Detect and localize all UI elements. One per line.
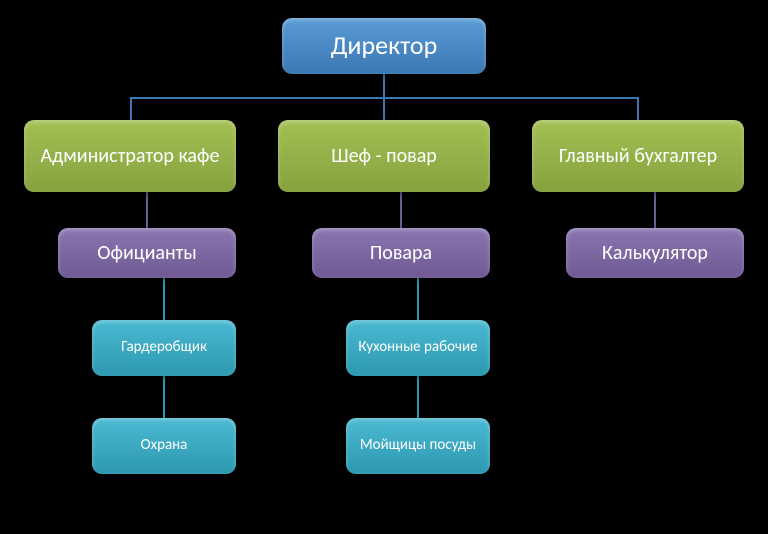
node-admin: Администратор кафе — [24, 120, 236, 192]
node-label: Директор — [331, 31, 438, 61]
node-cooks: Повара — [312, 228, 490, 278]
connector-waiters-cloak — [163, 278, 165, 320]
node-label: Калькулятор — [602, 242, 708, 265]
node-label: Мойщицы посуды — [360, 437, 476, 454]
node-calc: Калькулятор — [566, 228, 744, 278]
node-label: Кухонные рабочие — [358, 339, 477, 356]
connector-cloak-guard — [163, 376, 165, 418]
node-waiters: Официанты — [58, 228, 236, 278]
node-cloak: Гардеробщик — [92, 320, 236, 376]
connector-kitchen-dish — [417, 376, 419, 418]
node-guard: Охрана — [92, 418, 236, 474]
node-chef: Шеф - повар — [278, 120, 490, 192]
connector-to-chef — [383, 97, 385, 120]
connector-to-admin — [130, 97, 132, 120]
node-label: Шеф - повар — [331, 145, 437, 168]
node-kitchen: Кухонные рабочие — [346, 320, 490, 376]
connector-to-accountant — [637, 97, 639, 120]
node-dish: Мойщицы посуды — [346, 418, 490, 474]
connector-director-stub — [383, 74, 385, 97]
node-label: Официанты — [97, 242, 197, 265]
node-label: Охрана — [141, 437, 188, 454]
node-accountant: Главный бухгалтер — [532, 120, 744, 192]
connector-admin-waiters — [146, 192, 148, 228]
connector-chef-cooks — [400, 192, 402, 228]
node-label: Главный бухгалтер — [559, 145, 717, 168]
node-director: Директор — [282, 18, 486, 74]
node-label: Администратор кафе — [41, 145, 220, 168]
connector-cooks-kitchen — [417, 278, 419, 320]
node-label: Повара — [370, 242, 432, 265]
connector-accountant-calc — [654, 192, 656, 228]
node-label: Гардеробщик — [121, 339, 207, 356]
